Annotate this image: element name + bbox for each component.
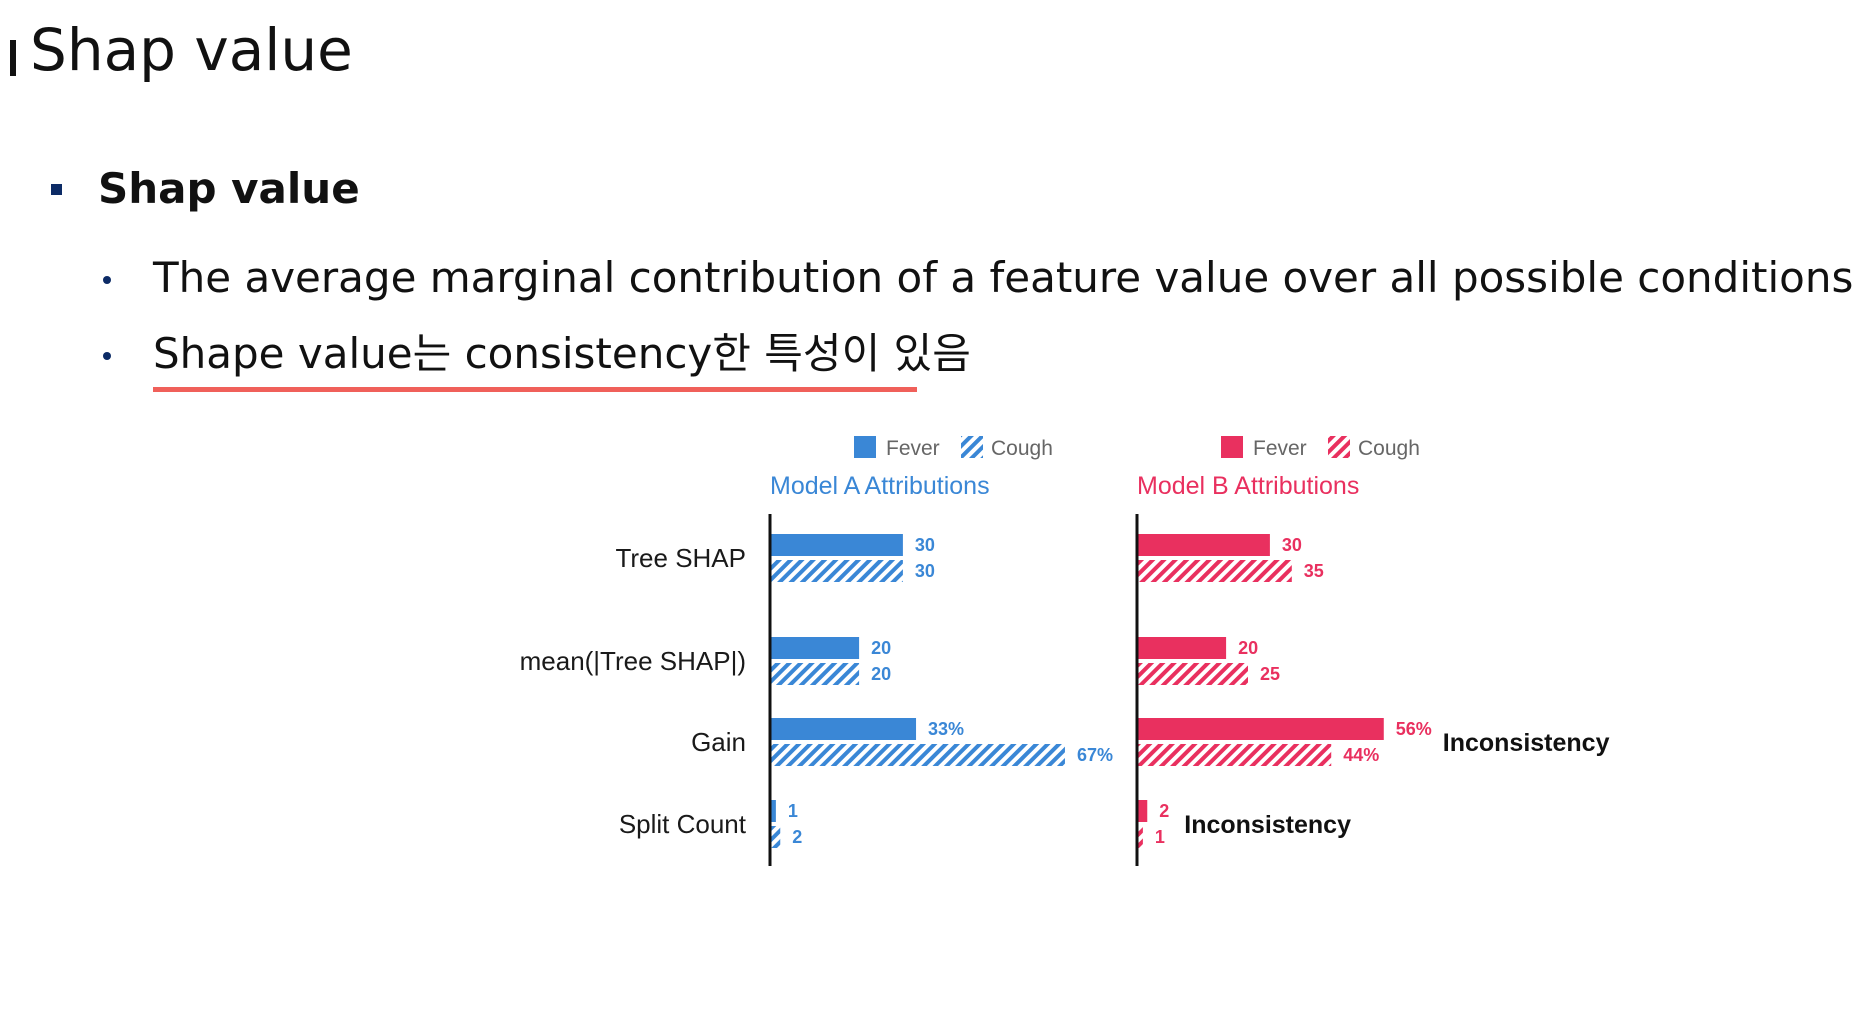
- legend-label: Fever: [886, 437, 940, 460]
- bar-fever-solid: [771, 800, 776, 822]
- data-label: 20: [1238, 638, 1258, 658]
- legend-swatch-hatched: [961, 436, 983, 458]
- bar-cough-hatched: [771, 826, 781, 848]
- bar-fever-solid: [1138, 637, 1227, 659]
- section-heading: Shap value: [98, 164, 360, 213]
- data-label: 67%: [1077, 745, 1113, 765]
- bar-fever-solid: [771, 718, 917, 740]
- bar-cough-hatched: [771, 744, 1065, 766]
- inconsistency-annotation: Inconsistency: [1184, 811, 1351, 839]
- legend-swatch-solid: [1221, 436, 1243, 458]
- legend-label: Cough: [1358, 437, 1420, 460]
- section-bullet-icon: [51, 184, 62, 195]
- panel-title: Model B Attributions: [1137, 472, 1359, 500]
- bar-fever-solid: [1138, 718, 1384, 740]
- bar-cough-hatched: [1138, 826, 1143, 848]
- bar-fever-solid: [771, 534, 903, 556]
- bar-cough-hatched: [1138, 744, 1332, 766]
- bar-fever-solid: [1138, 800, 1148, 822]
- bar-cough-hatched: [1138, 560, 1292, 582]
- legend-swatch-hatched: [1328, 436, 1350, 458]
- bullet-text-2: Shape value는 consistency한 특성이 있음: [153, 329, 971, 378]
- category-label: Split Count: [619, 809, 747, 839]
- bar-fever-solid: [771, 637, 860, 659]
- category-label: mean(|Tree SHAP|): [520, 646, 746, 676]
- data-label: 1: [788, 801, 798, 821]
- data-label: 20: [871, 638, 891, 658]
- page-title: Shap value: [10, 12, 353, 88]
- data-label: 30: [1282, 535, 1302, 555]
- category-label: Gain: [691, 727, 746, 757]
- inconsistency-annotation: Inconsistency: [1443, 729, 1610, 757]
- data-label: 30: [915, 561, 935, 581]
- page-title-text: Shap value: [30, 16, 353, 84]
- attribution-comparison-chart: Tree SHAP mean(|Tree SHAP|) Gain Split Coun…: [520, 436, 1610, 866]
- data-label: 44%: [1343, 745, 1379, 765]
- data-label: 20: [871, 664, 891, 684]
- data-label: 2: [792, 827, 802, 847]
- data-label: 56%: [1396, 719, 1432, 739]
- bar-fever-solid: [1138, 534, 1270, 556]
- category-label: Tree SHAP: [615, 543, 746, 573]
- bar-cough-hatched: [1138, 663, 1248, 685]
- data-label: 33%: [928, 719, 964, 739]
- data-label: 35: [1304, 561, 1324, 581]
- panel-title: Model A Attributions: [770, 472, 990, 500]
- data-label: 30: [915, 535, 935, 555]
- data-label: 2: [1159, 801, 1169, 821]
- bullet-dot-icon: [103, 352, 111, 360]
- data-label: 1: [1155, 827, 1165, 847]
- bar-cough-hatched: [771, 663, 860, 685]
- data-label: 25: [1260, 664, 1280, 684]
- legend-label: Cough: [991, 437, 1053, 460]
- legend-swatch-solid: [854, 436, 876, 458]
- title-marker: [10, 40, 16, 76]
- bullet-text-1: The average marginal contribution of a f…: [153, 253, 1854, 302]
- bar-cough-hatched: [771, 560, 903, 582]
- legend-label: Fever: [1253, 437, 1307, 460]
- highlight-underline: [153, 387, 917, 392]
- bullet-dot-icon: [103, 276, 111, 284]
